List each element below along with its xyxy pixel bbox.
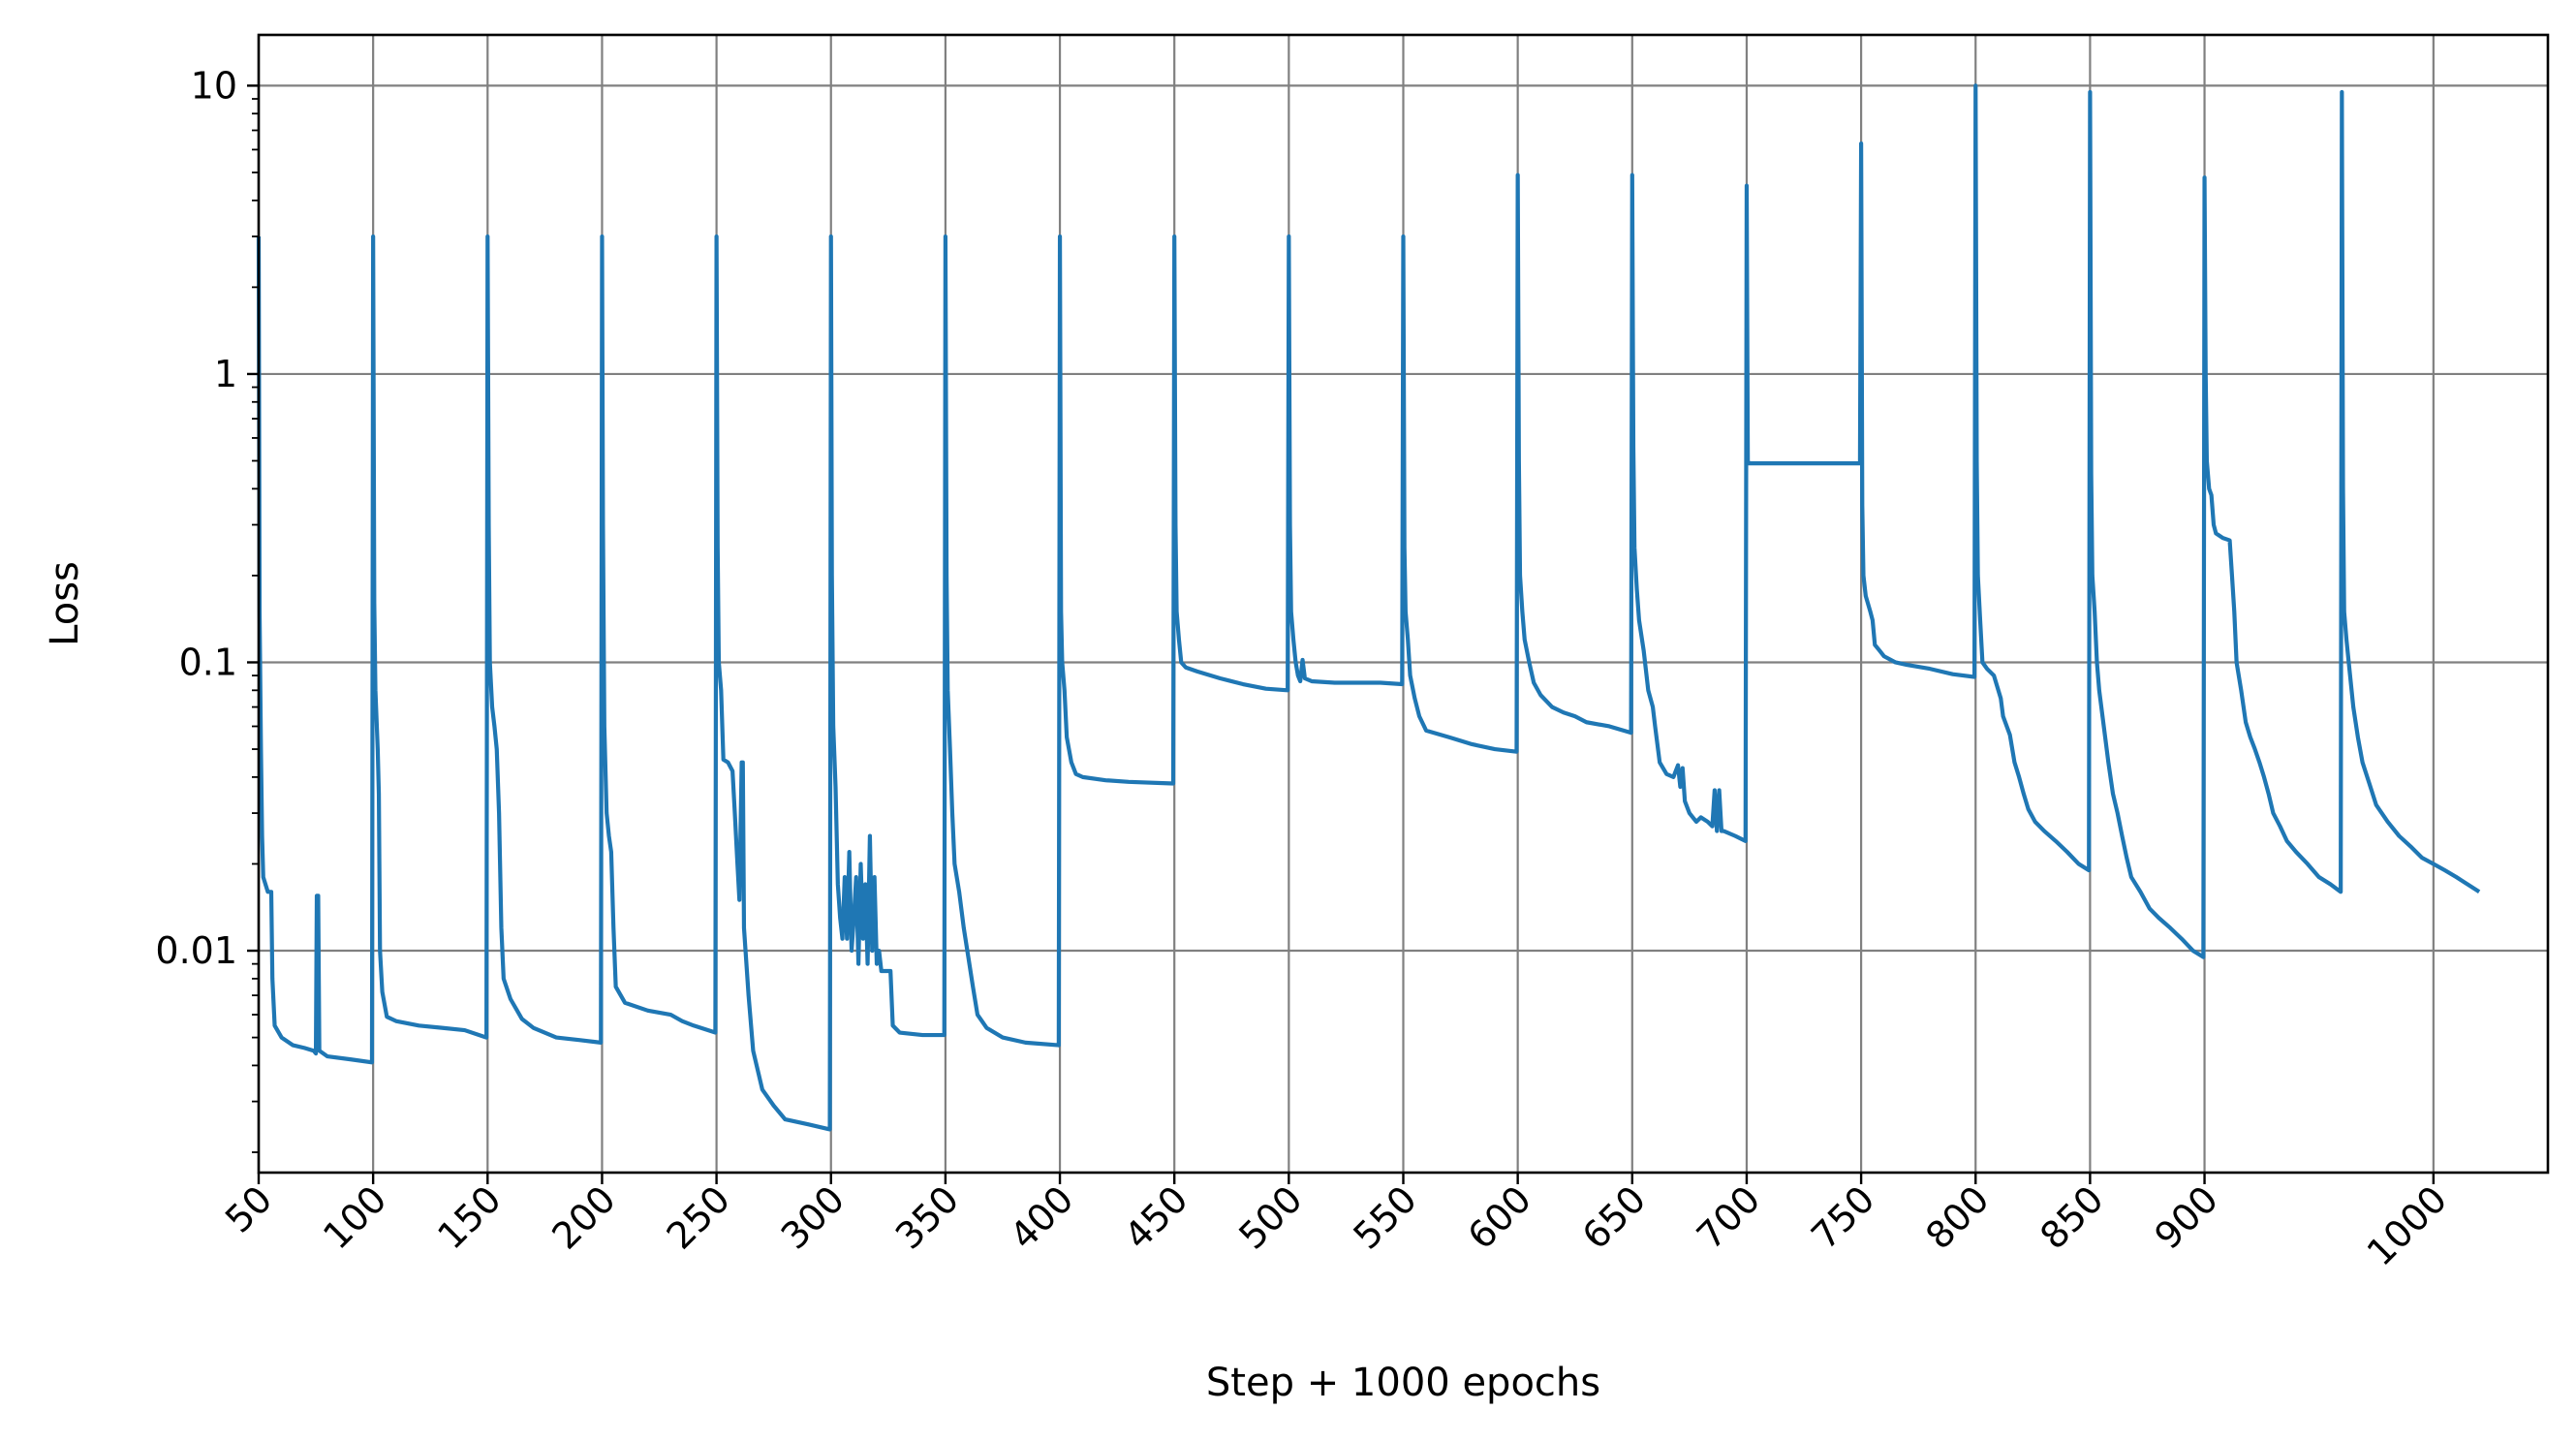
x-tick-label: 750: [1803, 1177, 1882, 1257]
x-axis-label: Step + 1000 epochs: [1206, 1361, 1600, 1405]
series-layer: [256, 83, 2481, 1132]
x-tick-label: 300: [773, 1177, 853, 1257]
x-tick-label: 550: [1345, 1177, 1424, 1257]
x-tick-label: 500: [1230, 1177, 1310, 1257]
y-axis: 0.01 0.1 1 10: [155, 64, 259, 1153]
x-tick-label: 600: [1460, 1177, 1539, 1257]
y-tick-label: 0.1: [179, 641, 237, 683]
x-tick-label: 200: [543, 1177, 623, 1257]
x-tick-label: 100: [315, 1177, 394, 1257]
x-tick-label: 50: [217, 1177, 280, 1240]
y-axis-label: Loss: [43, 561, 87, 646]
x-tick-label: 700: [1689, 1177, 1768, 1257]
x-tick-label: 350: [887, 1177, 967, 1257]
x-tick-label: 400: [1002, 1177, 1081, 1257]
x-tick-label: 150: [429, 1177, 509, 1257]
y-tick-label: 10: [191, 64, 237, 107]
y-tick-label: 1: [214, 353, 237, 395]
x-tick-label: 450: [1116, 1177, 1195, 1257]
x-tick-label: 1000: [2359, 1177, 2456, 1274]
x-tick-label: 650: [1574, 1177, 1654, 1257]
x-axis: 50 100 150 200 250 300 350 400 450 500 550 600 650 70…: [217, 1173, 2455, 1274]
x-tick-label: 850: [2032, 1177, 2111, 1257]
x-tick-label: 250: [659, 1177, 738, 1257]
x-tick-label: 800: [1917, 1177, 1997, 1257]
x-tick-label: 900: [2147, 1177, 2226, 1257]
y-tick-label: 0.01: [155, 929, 237, 972]
series-line: [256, 83, 2481, 1132]
